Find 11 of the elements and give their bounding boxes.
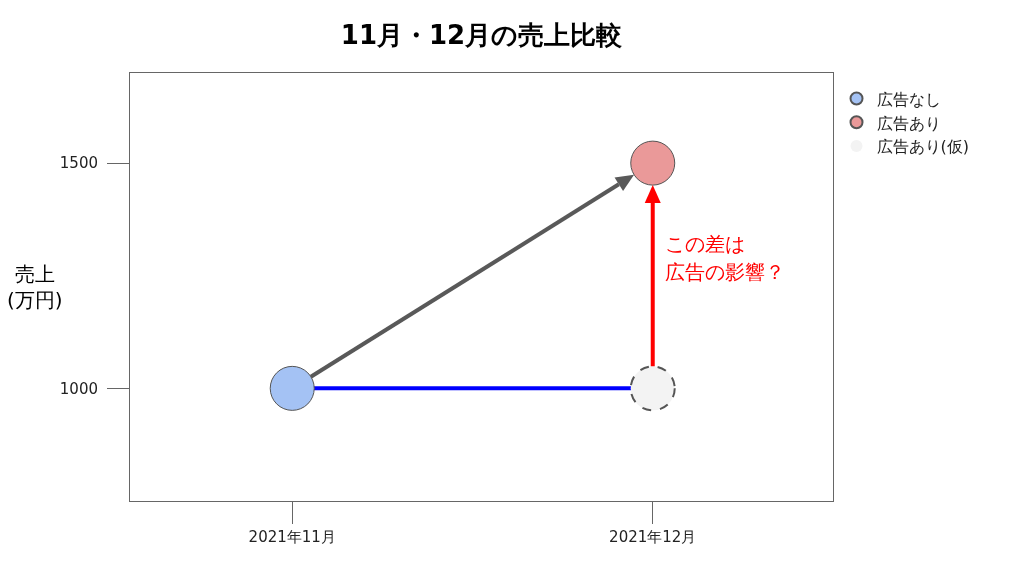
y-axis-title: 売上 (万円) <box>7 262 63 312</box>
x-tick-label: 2021年11月 <box>248 528 336 546</box>
annotation: 広告の影響？ <box>665 260 785 284</box>
legend-label: 広告なし <box>876 89 941 109</box>
x-tick-label: 2021年12月 <box>609 528 697 546</box>
y-tick-label: 1000 <box>59 379 98 398</box>
legend-label: 広告あり <box>876 113 941 133</box>
chart-title: 11月・12月の売上比較 <box>340 19 624 50</box>
annotation: この差は <box>665 232 745 256</box>
y-tick-label: 1500 <box>59 154 98 173</box>
legend-label: 広告あり(仮) <box>876 137 969 157</box>
